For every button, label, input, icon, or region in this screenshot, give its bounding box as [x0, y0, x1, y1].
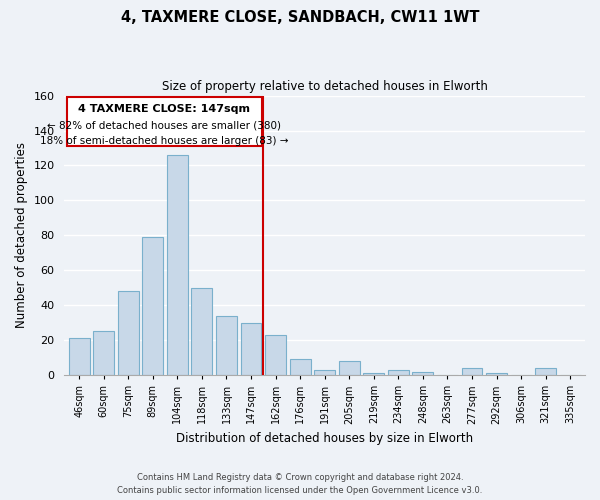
Bar [290, 360, 311, 375]
Bar [339, 361, 359, 375]
Bar [167, 155, 188, 375]
Bar [93, 332, 114, 375]
Bar [265, 335, 286, 375]
Title: Size of property relative to detached houses in Elworth: Size of property relative to detached ho… [162, 80, 488, 93]
Bar [412, 372, 433, 375]
Bar [314, 370, 335, 375]
Text: ← 82% of detached houses are smaller (380): ← 82% of detached houses are smaller (38… [47, 120, 281, 130]
Bar [535, 368, 556, 375]
Bar [388, 370, 409, 375]
FancyBboxPatch shape [67, 98, 262, 146]
Bar [142, 237, 163, 375]
Bar [69, 338, 89, 375]
Text: 18% of semi-detached houses are larger (83) →: 18% of semi-detached houses are larger (… [40, 136, 289, 145]
X-axis label: Distribution of detached houses by size in Elworth: Distribution of detached houses by size … [176, 432, 473, 445]
Y-axis label: Number of detached properties: Number of detached properties [15, 142, 28, 328]
Bar [461, 368, 482, 375]
Text: Contains HM Land Registry data © Crown copyright and database right 2024.
Contai: Contains HM Land Registry data © Crown c… [118, 473, 482, 495]
Bar [241, 322, 262, 375]
Bar [216, 316, 237, 375]
Text: 4, TAXMERE CLOSE, SANDBACH, CW11 1WT: 4, TAXMERE CLOSE, SANDBACH, CW11 1WT [121, 10, 479, 25]
Bar [191, 288, 212, 375]
Bar [118, 292, 139, 375]
Bar [364, 374, 384, 375]
Bar [486, 374, 507, 375]
Text: 4 TAXMERE CLOSE: 147sqm: 4 TAXMERE CLOSE: 147sqm [79, 104, 250, 115]
